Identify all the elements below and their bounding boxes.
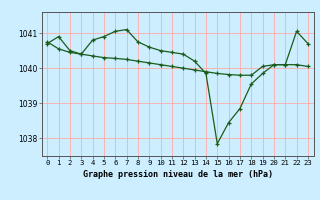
- X-axis label: Graphe pression niveau de la mer (hPa): Graphe pression niveau de la mer (hPa): [83, 170, 273, 179]
